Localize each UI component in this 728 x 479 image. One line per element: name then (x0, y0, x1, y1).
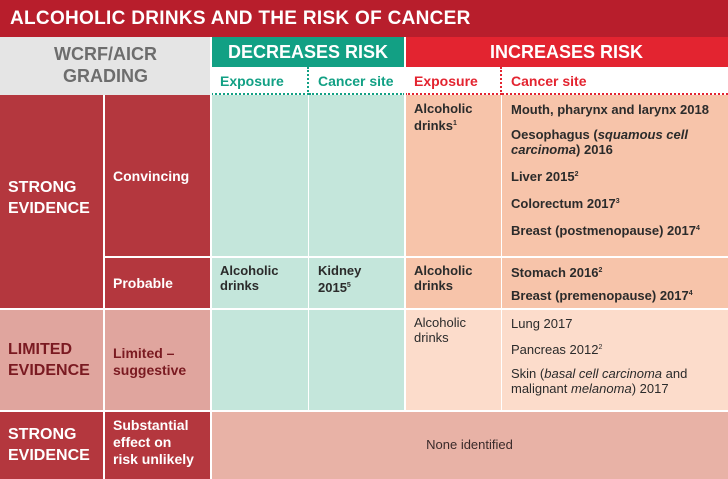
convincing-dec-site-cell (309, 95, 405, 257)
site-liver: Liver 20152 (511, 167, 719, 184)
inc-cancer-site-header: Cancer site (502, 67, 728, 95)
grid-line (308, 95, 309, 411)
limited-evidence-line2: EVIDENCE (8, 362, 90, 379)
site-sup: 4 (688, 290, 693, 297)
site-breast-postmenopause: Breast (postmenopause) 20174 (511, 221, 719, 238)
limited-grade-line1: Limited – (113, 345, 175, 361)
site-lung: Lung 2017 (511, 316, 719, 331)
inc-exposure-header: Exposure (405, 67, 502, 95)
site-sup: 4 (695, 225, 700, 232)
increases-risk-header: INCREASES RISK (405, 37, 728, 67)
unlikely-evidence-line1: STRONG (8, 426, 77, 443)
site-text: Liver 2015 (511, 169, 575, 184)
convincing-inc-sites-cell: Mouth, pharynx and larynx 2018 Oesophagu… (502, 95, 728, 257)
site-italic-text: basal cell carcinoma (544, 366, 663, 381)
site-skin: Skin (basal cell carcinoma and malignant… (511, 366, 719, 396)
grade-limited-suggestive: Limited – suggestive (103, 309, 211, 411)
grid-line (103, 95, 105, 479)
unlikely-grade-line2: effect on (113, 434, 172, 450)
grid-line (0, 410, 728, 412)
site-breast-premenopause: Breast (premenopause) 20174 (511, 286, 719, 303)
probable-inc-exposure: Alcoholic drinks (405, 257, 502, 309)
site-mouth-pharynx-larynx: Mouth, pharynx and larynx 2018 (511, 102, 719, 117)
site-text: Colorectum 2017 (511, 196, 616, 211)
limited-evidence-line1: LIMITED (8, 341, 72, 358)
grid-line (0, 308, 728, 310)
strong-evidence-label: STRONG EVIDENCE (0, 95, 103, 309)
grading-header: WCRF/AICR GRADING (0, 37, 211, 95)
limited-dec-site-cell (309, 309, 405, 411)
strong-evidence-unlikely-label: STRONG EVIDENCE (0, 411, 103, 479)
grid-line (404, 37, 406, 411)
grade-probable: Probable (103, 257, 211, 309)
probable-inc-sites-cell: Stomach 20162 Breast (premenopause) 2017… (502, 257, 728, 309)
grid-line (501, 95, 502, 411)
grading-header-line2: GRADING (63, 66, 148, 86)
grade-convincing: Convincing (103, 95, 211, 257)
site-text: Breast (premenopause) 2017 (511, 288, 689, 303)
limited-evidence-label: LIMITED EVIDENCE (0, 309, 103, 411)
limited-inc-sites-cell: Lung 2017 Pancreas 20122 Skin (basal cel… (502, 309, 728, 411)
convincing-inc-exposure-cell: Alcoholic drinks1 (405, 95, 502, 257)
site-text: ) 2017 (631, 381, 669, 396)
limited-dec-exposure-cell (211, 309, 309, 411)
grid-line (210, 37, 212, 479)
probable-dec-site-cell: Kidney 20155 (309, 257, 405, 309)
site-text: Pancreas 2012 (511, 342, 599, 357)
site-stomach: Stomach 20162 (511, 263, 719, 280)
limited-inc-exposure: Alcoholic drinks (405, 309, 502, 411)
decreases-risk-header: DECREASES RISK (211, 37, 405, 67)
site-text: ) 2016 (576, 142, 613, 157)
convincing-exposure-sup: 1 (453, 120, 457, 127)
site-sup: 2 (598, 344, 603, 351)
grid-line (103, 256, 728, 258)
probable-dec-site-sup: 5 (346, 282, 351, 289)
unlikely-grade-line3: risk unlikely (113, 451, 194, 467)
dec-exposure-header: Exposure (211, 67, 309, 95)
grade-substantial-effect-unlikely: Substantial effect on risk unlikely (103, 411, 211, 479)
site-sup: 2 (598, 267, 603, 274)
site-sup: 2 (574, 171, 579, 178)
site-text: Breast (postmenopause) 2017 (511, 223, 696, 238)
none-identified-cell: None identified (211, 411, 728, 479)
site-oesophagus: Oesophagus (squamous cell carcinoma) 201… (511, 127, 719, 157)
site-text: Mouth, pharynx and larynx 2018 (511, 102, 709, 117)
site-text: Skin ( (511, 366, 545, 381)
site-italic-text: melanoma (570, 381, 632, 396)
site-sup: 3 (615, 198, 620, 205)
probable-dec-site: Kidney 2015 (318, 263, 362, 295)
dec-cancer-site-header: Cancer site (309, 67, 405, 95)
site-colorectum: Colorectum 20173 (511, 194, 719, 211)
probable-dec-exposure: Alcoholic drinks (211, 257, 309, 309)
site-pancreas: Pancreas 20122 (511, 340, 719, 357)
site-text: Oesophagus ( (511, 127, 598, 142)
strong-evidence-line2: EVIDENCE (8, 200, 90, 217)
grading-header-line1: WCRF/AICR (54, 44, 157, 64)
convincing-exposure-text: Alcoholic drinks (414, 101, 473, 133)
site-italic-text: squamous cell carcinoma (511, 127, 688, 157)
site-text: Lung 2017 (511, 316, 573, 331)
strong-evidence-line1: STRONG (8, 179, 77, 196)
site-text: Stomach 2016 (511, 265, 599, 280)
site-text: and malignant (511, 366, 688, 396)
unlikely-evidence-line2: EVIDENCE (8, 447, 90, 464)
unlikely-grade-line1: Substantial (113, 417, 189, 433)
limited-grade-line2: suggestive (113, 362, 187, 378)
convincing-dec-exposure-cell (211, 95, 309, 257)
figure-title: ALCOHOLIC DRINKS AND THE RISK OF CANCER (0, 0, 728, 37)
